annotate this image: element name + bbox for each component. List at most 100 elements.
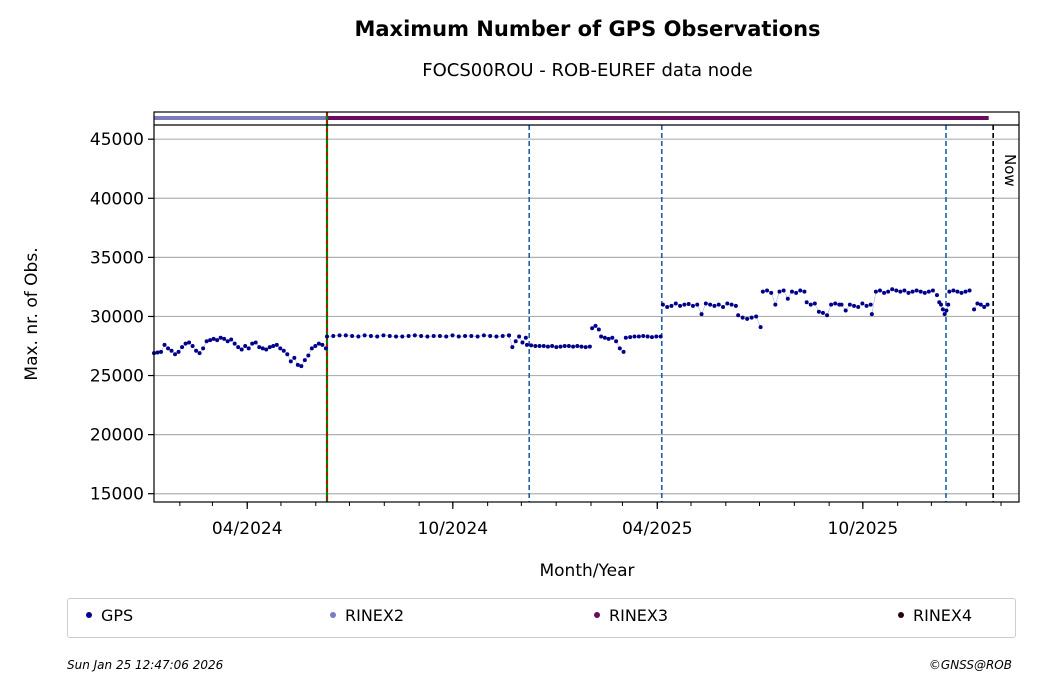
gps-point [562, 344, 567, 348]
gps-point [869, 312, 874, 317]
gps-point [545, 344, 550, 349]
gps-point [400, 334, 405, 339]
gps-point [412, 333, 417, 338]
gps-point [225, 339, 230, 344]
legend-item-rinex4: RINEX4 [898, 606, 972, 625]
gps-point [323, 346, 328, 351]
gps-point [922, 290, 927, 295]
gps-point [197, 351, 202, 356]
gps-point [740, 315, 745, 320]
gps-point [431, 333, 436, 338]
gps-connector [326, 335, 510, 337]
gps-point [873, 289, 878, 294]
gps-point [804, 300, 809, 305]
gps-point [678, 303, 683, 308]
gps-point [812, 301, 817, 306]
gps-point [729, 302, 734, 307]
gps-point [882, 290, 887, 295]
gps-point [239, 347, 244, 352]
gps-point [754, 314, 759, 319]
gps-point [769, 290, 774, 295]
gps-point [517, 334, 522, 339]
gps-point [686, 302, 691, 307]
gps-point [309, 346, 314, 351]
gps-observations-chart: Now 15000 20000 25000 30000 35000 40000 45000 0… [22, 111, 1020, 581]
gps-point [320, 342, 325, 347]
gps-point [847, 302, 852, 307]
gps-point [190, 344, 195, 348]
gps-point [963, 289, 968, 294]
gps-point [918, 289, 923, 294]
x-tick-label: 10/2025 [828, 519, 899, 539]
gps-connector [662, 303, 736, 315]
gps-point [690, 303, 695, 308]
legend: GPS RINEX2 RINEX3 RINEX4 [67, 598, 1016, 638]
gps-point [513, 339, 518, 344]
gps-point [794, 290, 799, 295]
gps-point [368, 333, 373, 338]
legend-dot-rinex4 [898, 611, 904, 618]
gps-point [868, 302, 873, 307]
gps-point [610, 335, 615, 340]
gps-point [798, 288, 803, 293]
gps-point [313, 344, 318, 348]
gps-point [955, 289, 960, 294]
gps-point [356, 334, 361, 339]
gps-point [253, 340, 258, 345]
gps-point [902, 288, 907, 293]
gps-point [673, 301, 678, 306]
gps-point [288, 359, 293, 364]
gps-point [520, 340, 525, 345]
gps-connector [871, 289, 938, 315]
gps-point [481, 333, 486, 338]
gps-point [541, 344, 546, 348]
y-tick-label: 15000 [90, 485, 144, 505]
gps-point [590, 326, 595, 331]
gps-point [558, 344, 563, 349]
gps-point [816, 309, 821, 314]
gps-point [649, 335, 654, 340]
gps-point [166, 346, 171, 351]
gps-point [506, 333, 511, 338]
gps-point [829, 302, 834, 307]
gps-point [510, 345, 515, 350]
gps-point [593, 323, 598, 328]
gps-point [299, 364, 304, 369]
gps-point [211, 336, 216, 341]
gps-point [682, 302, 687, 307]
y-axis-label: Max. nr. of Obs. [22, 247, 42, 380]
gps-point [843, 308, 848, 313]
gps-point [890, 287, 895, 292]
gps-point [736, 313, 741, 318]
gps-point [632, 334, 637, 339]
gps-point [614, 339, 619, 344]
gps-point [201, 346, 206, 351]
gps-point [406, 333, 411, 338]
gps-point [777, 289, 782, 294]
gps-point [469, 333, 474, 338]
y-tick-label: 45000 [90, 130, 144, 150]
chart-subtitle: FOCS00ROU - ROB-EUREF data node [422, 60, 753, 81]
gps-point [749, 315, 754, 320]
gps-point [839, 302, 844, 307]
gps-point [708, 302, 713, 307]
gps-point [802, 289, 807, 294]
gps-point [285, 352, 290, 357]
gps-point [419, 333, 424, 338]
gps-point [187, 340, 192, 345]
gps-point [394, 334, 399, 339]
gps-point [450, 333, 455, 338]
gps-point [215, 338, 220, 343]
gps-point [860, 301, 865, 306]
gps-point [658, 334, 663, 339]
gps-point [183, 341, 188, 346]
x-tick-label: 10/2024 [418, 519, 489, 539]
gps-point [260, 346, 265, 351]
x-tick-label: 04/2024 [212, 519, 283, 539]
gps-point [623, 335, 628, 340]
y-tick-label: 25000 [90, 367, 144, 387]
gps-point [236, 345, 241, 350]
gps-point [852, 303, 857, 308]
gps-point [159, 349, 164, 354]
gps-point [232, 341, 237, 346]
